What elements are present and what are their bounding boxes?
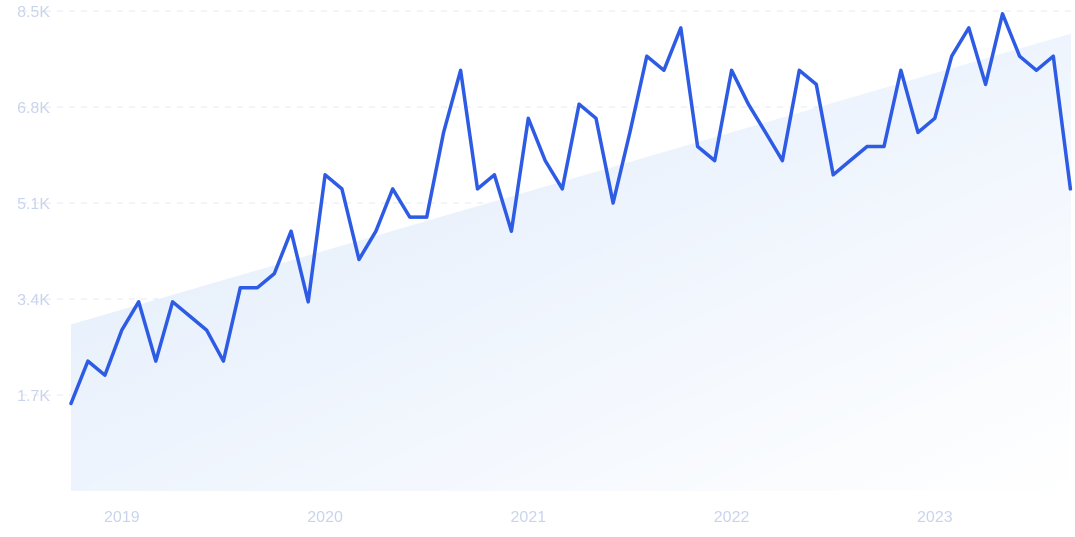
- series-line: [69, 12, 1073, 406]
- y-tick-label: 1.7K: [17, 388, 50, 405]
- y-tick-label: 8.5K: [17, 4, 50, 21]
- x-tick-label: 2019: [104, 509, 140, 526]
- y-tick-label: 3.4K: [17, 292, 50, 309]
- series-line-path: [69, 12, 1073, 406]
- x-axis-ticks: 2019 2020 2021 2022 2023: [104, 509, 953, 526]
- x-tick-label: 2020: [307, 509, 343, 526]
- trend-area: [71, 33, 1071, 492]
- x-tick-label: 2022: [714, 509, 750, 526]
- x-tick-label: 2023: [917, 509, 953, 526]
- y-tick-label: 6.8K: [17, 100, 50, 117]
- trend-area-fill: [71, 33, 1071, 492]
- y-tick-label: 5.1K: [17, 196, 50, 213]
- x-tick-label: 2021: [511, 509, 547, 526]
- y-axis-ticks: 1.7K 3.4K 5.1K 6.8K 8.5K: [17, 4, 50, 405]
